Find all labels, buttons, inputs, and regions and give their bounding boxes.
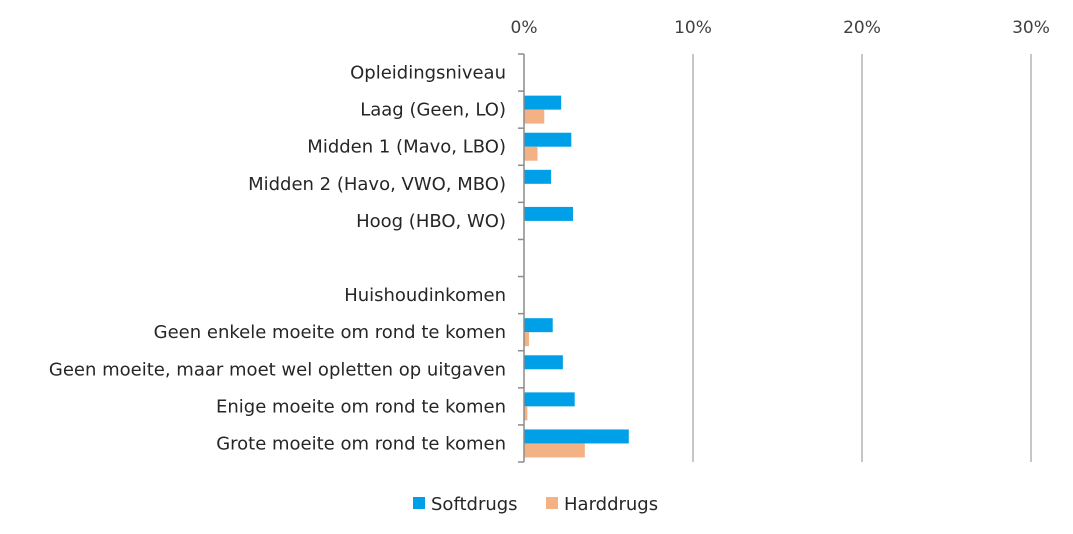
bar-harddrugs — [524, 443, 585, 458]
bar-softdrugs — [524, 169, 552, 184]
category-label: Geen moeite, maar moet wel opletten op u… — [49, 359, 506, 380]
legend-swatch-softdrugs — [413, 497, 425, 509]
bar-harddrugs — [524, 332, 530, 347]
y-axis — [518, 53, 525, 463]
legend-swatch-harddrugs — [546, 497, 558, 509]
x-tick-label: 20% — [843, 18, 881, 38]
bar-harddrugs — [524, 146, 538, 161]
bar-softdrugs — [524, 392, 575, 407]
category-label: Midden 2 (Havo, VWO, MBO) — [248, 174, 506, 195]
category-label: Enige moeite om rond te komen — [216, 396, 506, 417]
x-tick-label: 0% — [511, 18, 538, 38]
bar-softdrugs — [524, 206, 574, 221]
category-label: Midden 1 (Mavo, LBO) — [307, 137, 506, 158]
bar-softdrugs — [524, 355, 563, 370]
bar-harddrugs — [524, 406, 528, 421]
bar-harddrugs — [524, 109, 545, 124]
bars — [524, 95, 629, 458]
bar-softdrugs — [524, 95, 562, 110]
category-group-header: Opleidingsniveau — [350, 63, 506, 84]
category-label: Geen enkele moeite om rond te komen — [154, 322, 506, 343]
category-label: Hoog (HBO, WO) — [356, 211, 506, 232]
x-tick-label: 10% — [674, 18, 712, 38]
bar-softdrugs — [524, 318, 553, 333]
x-tick-labels: 0% 10% 20% 30% — [511, 18, 1050, 38]
category-group-header: Huishoudinkomen — [344, 285, 506, 306]
category-label: Laag (Geen, LO) — [360, 100, 506, 121]
bar-softdrugs — [524, 429, 629, 444]
category-label: Grote moeite om rond te komen — [216, 433, 506, 454]
gridlines — [692, 54, 1032, 462]
category-labels: Opleidingsniveau Laag (Geen, LO) Midden 1 … — [49, 63, 506, 455]
legend: Softdrugs Harddrugs — [413, 494, 658, 515]
x-tick-label: 30% — [1012, 18, 1050, 38]
legend-label-harddrugs: Harddrugs — [564, 494, 658, 515]
bar-softdrugs — [524, 132, 572, 147]
legend-label-softdrugs: Softdrugs — [431, 494, 518, 515]
